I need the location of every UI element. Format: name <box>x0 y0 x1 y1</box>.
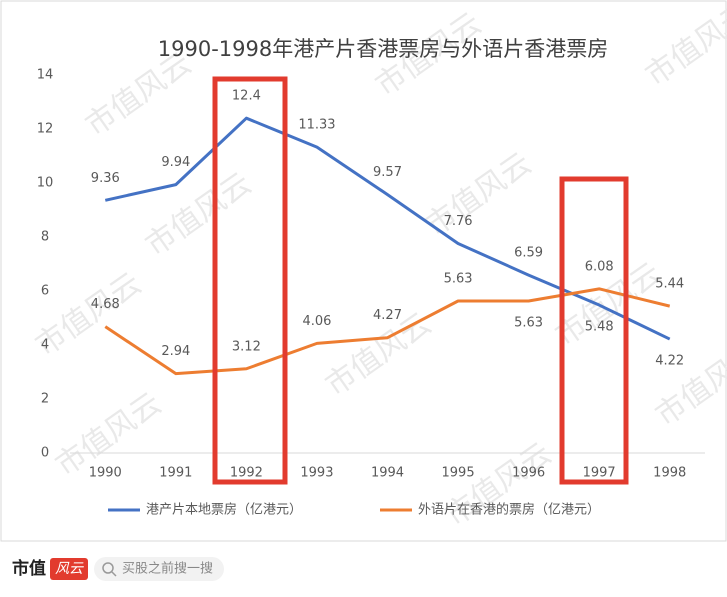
x-tick-label: 1990 <box>89 466 122 481</box>
footer-logo: 市值 <box>12 558 46 579</box>
y-tick-label: 0 <box>41 446 49 461</box>
data-label: 3.12 <box>232 339 261 354</box>
search-box[interactable] <box>94 557 224 581</box>
legend-label: 港产片本地票房（亿港元） <box>146 502 302 518</box>
chart-title: 1990-1998年港产片香港票房与外语片香港票房 <box>158 37 608 61</box>
x-tick-label: 1998 <box>653 466 686 481</box>
data-label: 5.48 <box>585 320 614 335</box>
y-tick-label: 12 <box>37 122 54 137</box>
plot: 0 2 4 6 8 10 12 14 1990 1991 1992 1993 1994 1995 1996 1… <box>37 68 705 518</box>
data-label: 4.68 <box>91 297 120 312</box>
highlight-box <box>212 76 288 485</box>
data-label: 5.63 <box>514 315 543 330</box>
y-tick-label: 10 <box>37 176 54 191</box>
data-label: 4.27 <box>373 308 402 323</box>
x-tick-label: 1997 <box>583 466 616 481</box>
data-label: 12.4 <box>232 89 261 104</box>
y-tick-label: 8 <box>41 230 49 245</box>
logo-badge-text: 风云 <box>55 561 84 577</box>
data-label: 11.33 <box>298 118 335 133</box>
data-label: 6.08 <box>585 259 614 274</box>
data-label: 4.06 <box>302 314 331 329</box>
legend-label: 外语片在香港的票房（亿港元） <box>418 502 600 518</box>
x-tick-label: 1992 <box>230 466 263 481</box>
series-line <box>104 287 671 376</box>
data-label: 9.36 <box>91 171 120 186</box>
data-label: 7.76 <box>444 214 473 229</box>
x-tick-label: 1995 <box>442 466 475 481</box>
x-tick-label: 1996 <box>512 466 545 481</box>
data-label: 6.59 <box>514 246 543 261</box>
y-tick-label: 2 <box>41 392 49 407</box>
data-label: 2.94 <box>161 344 190 359</box>
data-label: 9.94 <box>161 155 190 170</box>
logo-badge <box>50 558 88 580</box>
x-tick-label: 1994 <box>371 466 404 481</box>
x-tick-label: 1991 <box>159 466 192 481</box>
data-label: 5.63 <box>444 271 473 286</box>
chart-frame <box>0 0 727 542</box>
search-placeholder: 买股之前搜一搜 <box>122 561 213 577</box>
search-icon <box>111 571 117 577</box>
data-label: 4.22 <box>655 354 684 369</box>
y-tick-label: 6 <box>41 284 49 299</box>
x-tick-label: 1993 <box>300 466 333 481</box>
highlight-box <box>559 176 629 485</box>
y-tick-label: 14 <box>37 68 54 83</box>
data-label: 5.44 <box>655 277 684 292</box>
data-label: 9.57 <box>373 165 402 180</box>
search-icon <box>102 562 114 574</box>
series-line <box>104 116 671 341</box>
y-tick-label: 4 <box>41 338 49 353</box>
